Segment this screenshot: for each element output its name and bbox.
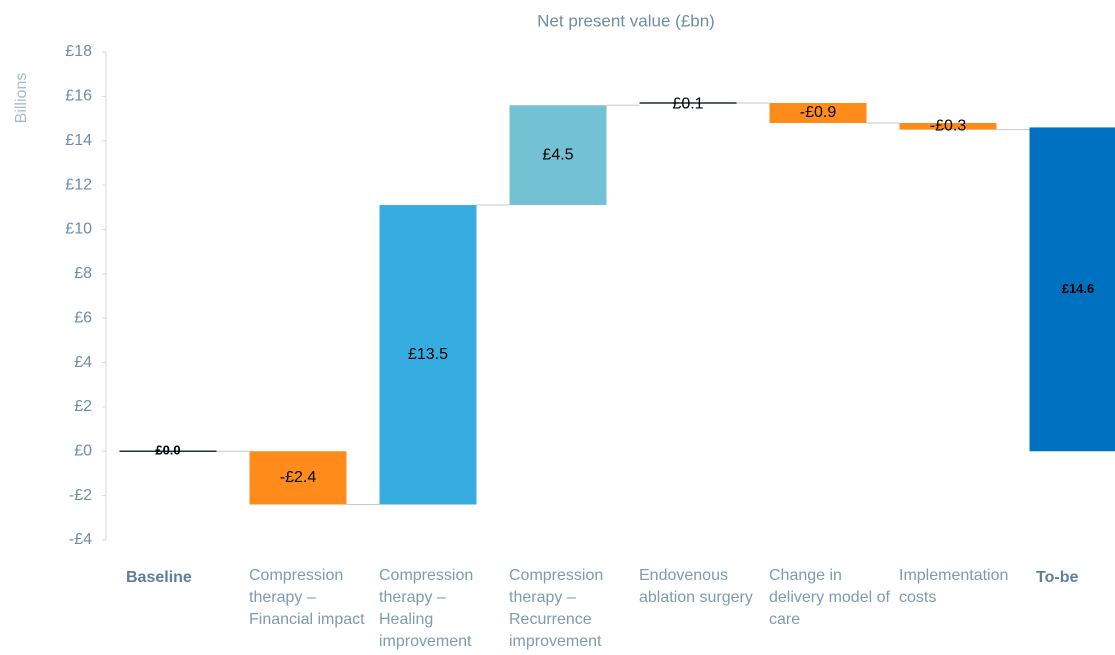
y-tick-label: £8 xyxy=(74,265,92,282)
value-label: -£2.4 xyxy=(280,469,317,486)
x-tick-label: Compression therapy – Recurrence improve… xyxy=(509,567,604,650)
x-tick-label: Implementation costs xyxy=(899,567,1009,606)
x-tick-label: Endovenous ablation surgery xyxy=(639,567,753,606)
bar xyxy=(769,103,867,123)
y-tick-label: £6 xyxy=(74,309,92,326)
value-label: £13.5 xyxy=(408,346,448,363)
bar xyxy=(379,205,477,505)
y-tick-label: -£2 xyxy=(69,487,92,504)
y-tick-label: £16 xyxy=(65,88,92,105)
bar xyxy=(899,122,997,130)
y-tick-label: £10 xyxy=(65,221,92,238)
y-tick-label: £4 xyxy=(74,354,92,371)
value-label: £0.0 xyxy=(155,443,180,458)
value-label: £0.1 xyxy=(672,95,703,112)
x-tick-label: Change in delivery model of care xyxy=(769,567,890,628)
y-tick-label: £18 xyxy=(65,43,92,60)
y-tick-label: £0 xyxy=(74,442,92,459)
bar xyxy=(509,105,607,206)
bar xyxy=(249,451,347,505)
y-axis-label: Billions xyxy=(13,73,30,124)
y-tick-label: £2 xyxy=(74,398,92,415)
x-tick-label: Compression therapy – Healing improvemen… xyxy=(379,567,474,650)
value-label: -£0.9 xyxy=(800,104,837,121)
y-tick-label: £14 xyxy=(65,132,92,149)
bar xyxy=(1029,127,1115,452)
value-label: -£0.3 xyxy=(930,118,967,135)
x-tick-label: Baseline xyxy=(126,569,192,586)
chart-title: Net present value (£bn) xyxy=(537,11,715,30)
y-tick-label: -£4 xyxy=(69,531,92,548)
y-tick-label: £12 xyxy=(65,176,92,193)
x-tick-label: To-be xyxy=(1036,569,1079,586)
value-label: £14.6 xyxy=(1062,281,1095,296)
x-tick-label: Compression therapy – Financial impact xyxy=(249,567,365,628)
value-label: £4.5 xyxy=(542,146,573,163)
